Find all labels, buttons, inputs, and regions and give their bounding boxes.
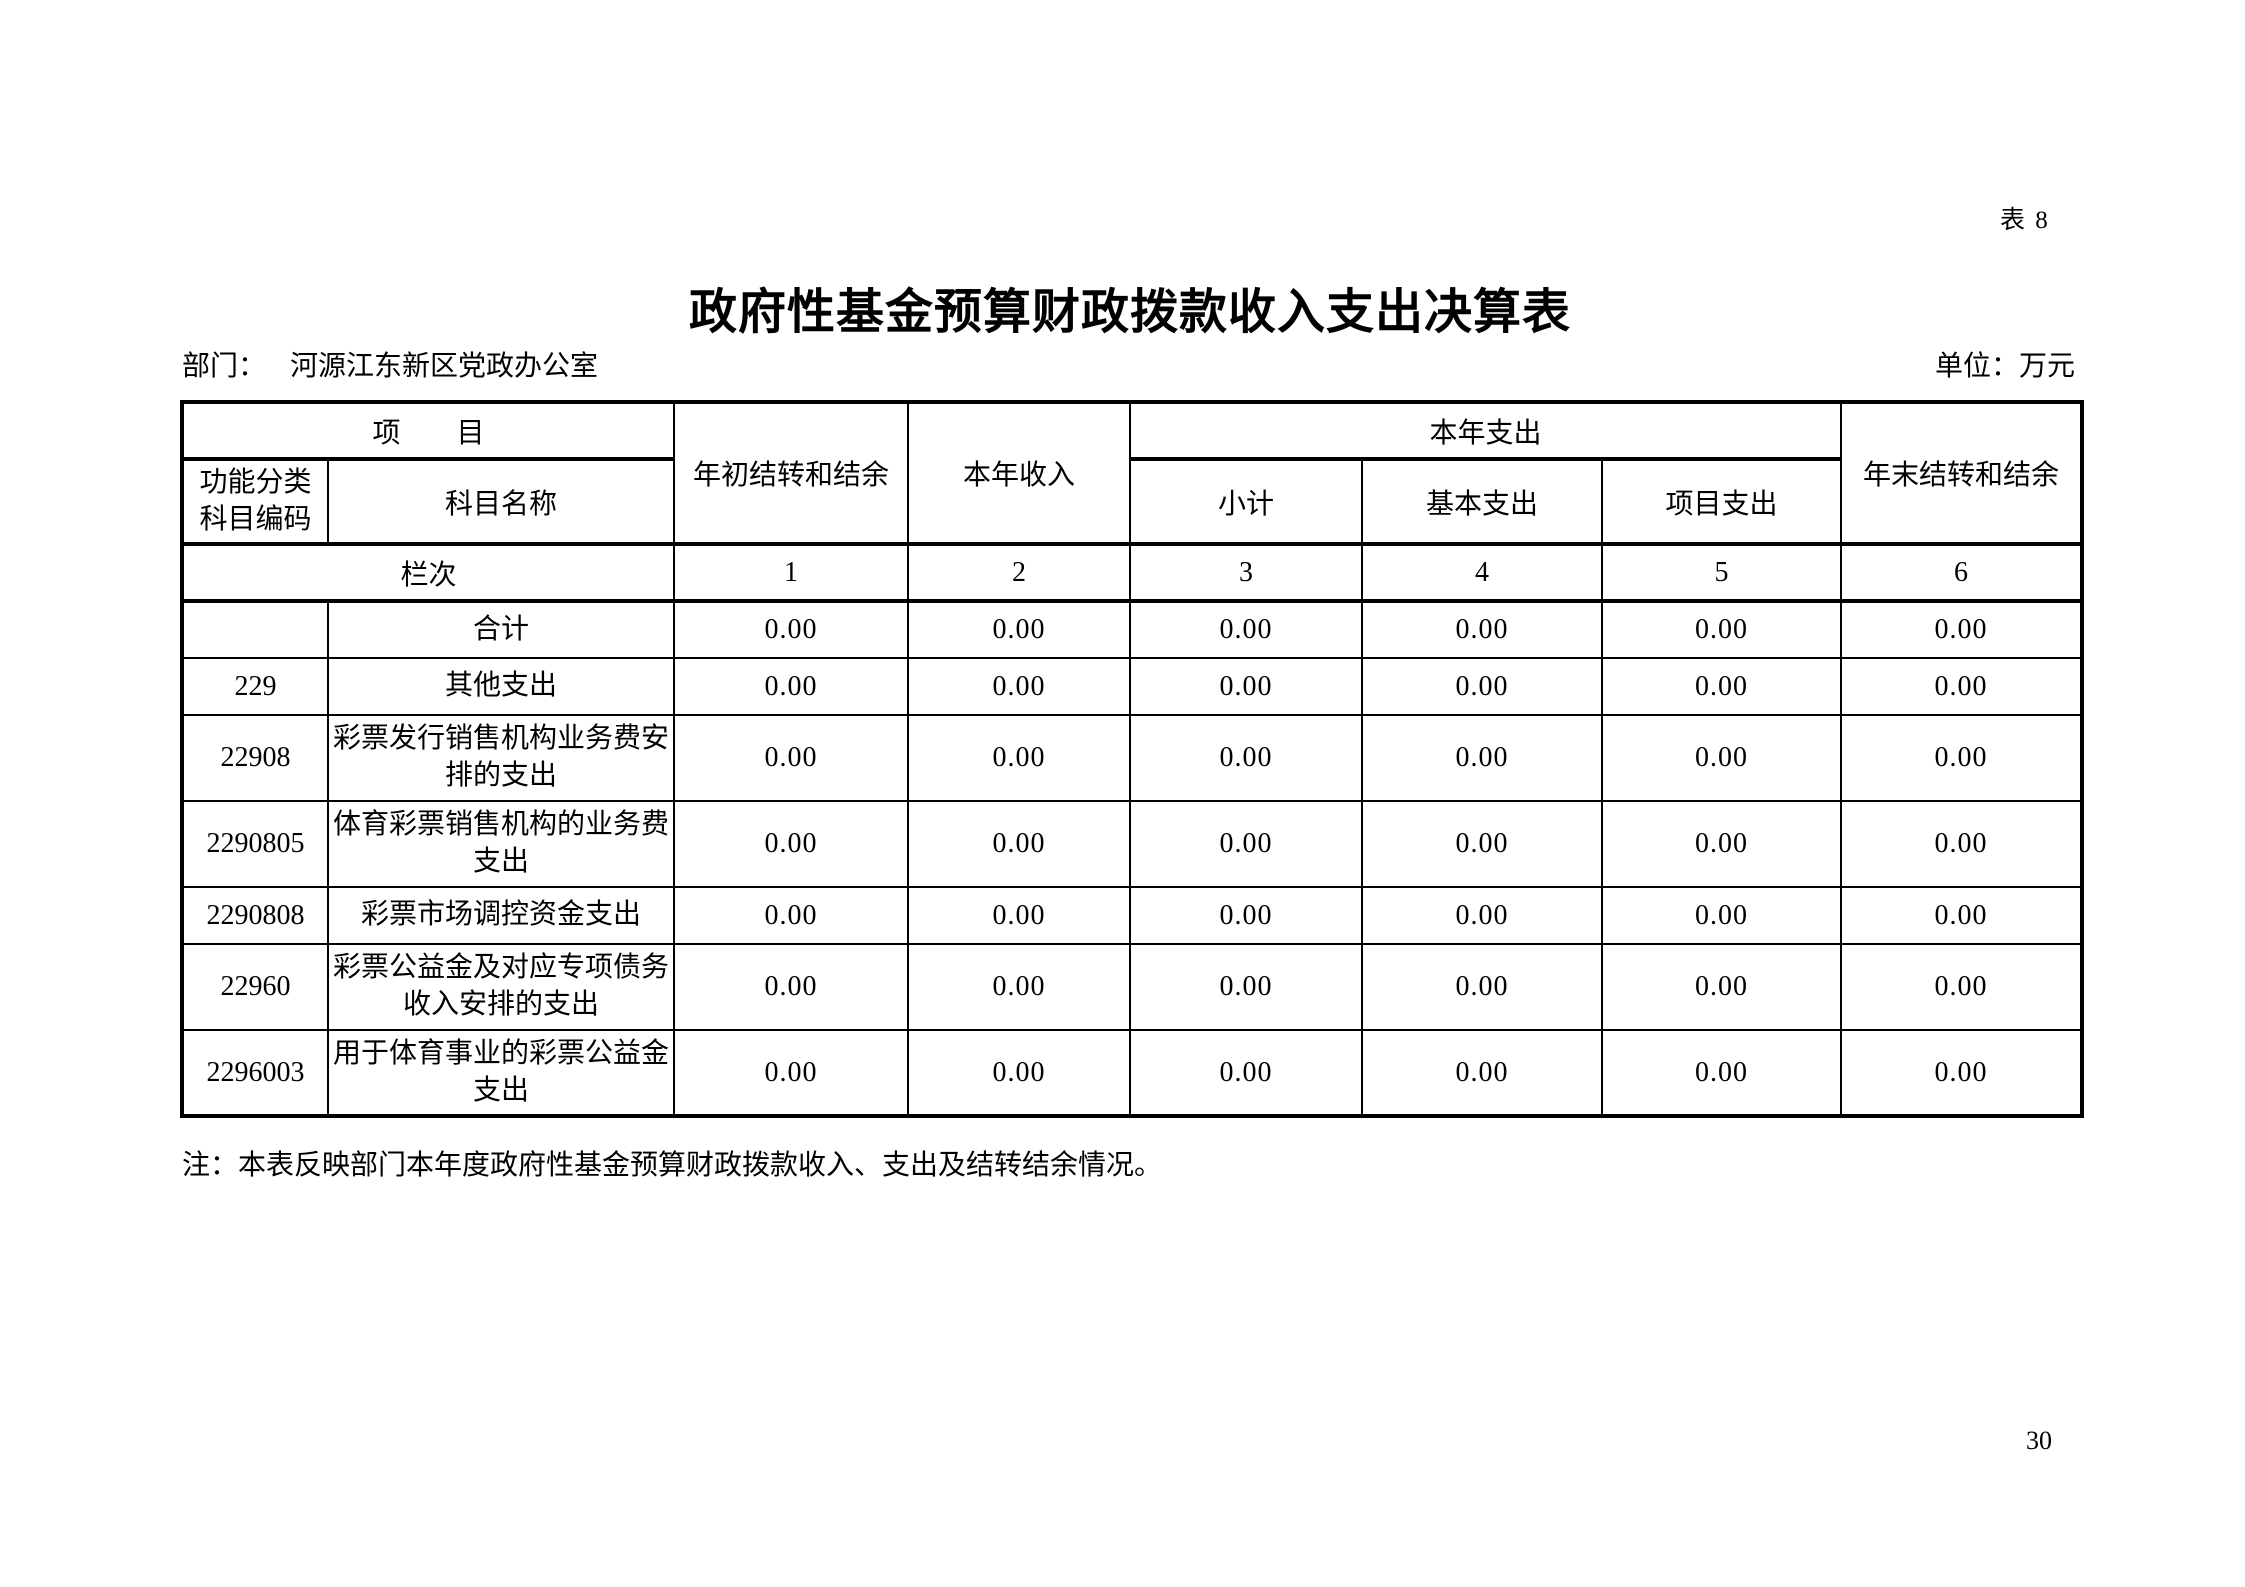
value-cell: 0.00 bbox=[673, 1029, 910, 1117]
header-subject-name: 科目名称 bbox=[326, 457, 676, 546]
value-cell: 0.00 bbox=[1129, 886, 1364, 945]
value-cell: 0.00 bbox=[1601, 657, 1843, 716]
value-cell: 0.00 bbox=[1361, 657, 1604, 716]
header-row-2: 功能分类 科目编码 科目名称 小计 基本支出 项目支出 bbox=[181, 457, 2082, 546]
header-column-row-label: 栏次 bbox=[180, 542, 676, 603]
header-code-label: 功能分类 科目编码 bbox=[181, 457, 329, 546]
value-cell: 0.00 bbox=[1840, 1029, 2084, 1117]
row-code-cell: 22960 bbox=[181, 943, 329, 1031]
value-cell: 0.00 bbox=[1361, 943, 1604, 1031]
header-basic-expenditure: 基本支出 bbox=[1361, 457, 1604, 546]
value-cell: 0.00 bbox=[673, 800, 910, 888]
row-name-cell: 彩票公益金及对应专项债务收入安排的支出 bbox=[326, 943, 676, 1031]
table-row: 2290808 彩票市场调控资金支出 0.00 0.00 0.00 0.00 0… bbox=[181, 886, 2084, 945]
header-current-income: 本年收入 bbox=[907, 400, 1132, 546]
row-code-cell: 2296003 bbox=[181, 1029, 329, 1117]
value-cell: 0.00 bbox=[673, 943, 910, 1031]
page-title: 政府性基金预算财政拨款收入支出决算表 bbox=[688, 286, 1571, 339]
value-cell: 0.00 bbox=[673, 600, 910, 659]
column-index-1: 1 bbox=[673, 542, 910, 603]
value-cell: 0.00 bbox=[673, 657, 910, 716]
column-index-3: 3 bbox=[1129, 542, 1364, 603]
table-number-label: 表 8 bbox=[2000, 207, 2050, 234]
value-cell: 0.00 bbox=[907, 800, 1132, 888]
row-code-cell: 229 bbox=[181, 657, 329, 716]
value-cell: 0.00 bbox=[1601, 1029, 1843, 1117]
unit-label: 单位：万元 bbox=[1934, 351, 2075, 382]
column-index-row: 栏次 1 2 3 4 5 6 bbox=[180, 542, 2084, 603]
row-name-cell: 其他支出 bbox=[326, 657, 676, 716]
page-number: 30 bbox=[2026, 1426, 2052, 1455]
column-index-2: 2 bbox=[907, 542, 1132, 603]
value-cell: 0.00 bbox=[1601, 886, 1843, 945]
footnote: 注：本表反映部门本年度政府性基金预算财政拨款收入、支出及结转结余情况。 bbox=[182, 1150, 1163, 1181]
header-opening-balance: 年初结转和结余 bbox=[673, 400, 910, 546]
value-cell: 0.00 bbox=[1601, 943, 1843, 1031]
header-subtotal: 小计 bbox=[1129, 457, 1364, 546]
value-cell: 0.00 bbox=[1840, 714, 2084, 802]
value-cell: 0.00 bbox=[1840, 657, 2084, 716]
row-name-cell: 用于体育事业的彩票公益金支出 bbox=[326, 1029, 676, 1117]
meta-row: 部门： 河源江东新区党政办公室 单位：万元 bbox=[182, 344, 2075, 384]
header-item-group: 项 目 bbox=[180, 400, 676, 461]
value-cell: 0.00 bbox=[907, 657, 1132, 716]
value-cell: 0.00 bbox=[907, 943, 1132, 1031]
value-cell: 0.00 bbox=[1840, 943, 2084, 1031]
value-cell: 0.00 bbox=[1129, 943, 1364, 1031]
department-line: 部门： 河源江东新区党政办公室 bbox=[182, 344, 598, 384]
budget-table: 项 目 年初结转和结余 本年收入 本年支出 年末结转和结余 功能分类 科目编码 … bbox=[180, 400, 2085, 1118]
row-code-cell: 2290805 bbox=[181, 800, 329, 888]
table-row: 2296003 用于体育事业的彩票公益金支出 0.00 0.00 0.00 0.… bbox=[181, 1029, 2084, 1117]
value-cell: 0.00 bbox=[673, 886, 910, 945]
value-cell: 0.00 bbox=[1361, 800, 1604, 888]
table-row: 22960 彩票公益金及对应专项债务收入安排的支出 0.00 0.00 0.00… bbox=[181, 943, 2084, 1031]
table-row: 229 其他支出 0.00 0.00 0.00 0.00 0.00 0.00 bbox=[181, 657, 2084, 716]
value-cell: 0.00 bbox=[1840, 886, 2084, 945]
value-cell: 0.00 bbox=[1129, 657, 1364, 716]
value-cell: 0.00 bbox=[907, 600, 1132, 659]
row-code-cell: 2290808 bbox=[181, 886, 329, 945]
table-row: 22908 彩票发行销售机构业务费安排的支出 0.00 0.00 0.00 0.… bbox=[181, 714, 2084, 802]
value-cell: 0.00 bbox=[907, 714, 1132, 802]
value-cell: 0.00 bbox=[1361, 714, 1604, 802]
column-index-5: 5 bbox=[1601, 542, 1843, 603]
value-cell: 0.00 bbox=[1361, 600, 1604, 659]
value-cell: 0.00 bbox=[673, 714, 910, 802]
value-cell: 0.00 bbox=[1129, 800, 1364, 888]
value-cell: 0.00 bbox=[1129, 1029, 1364, 1117]
column-index-6: 6 bbox=[1840, 542, 2084, 603]
column-index-4: 4 bbox=[1361, 542, 1604, 603]
row-name-cell: 体育彩票销售机构的业务费支出 bbox=[326, 800, 676, 888]
row-name-cell: 合计 bbox=[326, 600, 676, 659]
value-cell: 0.00 bbox=[1601, 600, 1843, 659]
department-value: 河源江东新区党政办公室 bbox=[290, 351, 599, 382]
header-row-1: 项 目 年初结转和结余 本年收入 本年支出 年末结转和结余 bbox=[180, 400, 2084, 546]
value-cell: 0.00 bbox=[1361, 886, 1604, 945]
value-cell: 0.00 bbox=[1361, 1029, 1604, 1117]
row-code-cell: 22908 bbox=[181, 714, 329, 802]
value-cell: 0.00 bbox=[1129, 714, 1364, 802]
table-row: 2290805 体育彩票销售机构的业务费支出 0.00 0.00 0.00 0.… bbox=[181, 800, 2084, 888]
value-cell: 0.00 bbox=[1840, 600, 2084, 659]
value-cell: 0.00 bbox=[907, 1029, 1132, 1117]
value-cell: 0.00 bbox=[1840, 800, 2084, 888]
table-row-total: 合计 0.00 0.00 0.00 0.00 0.00 0.00 bbox=[181, 600, 2084, 659]
row-name-cell: 彩票市场调控资金支出 bbox=[326, 886, 676, 945]
header-project-expenditure: 项目支出 bbox=[1601, 457, 1843, 546]
value-cell: 0.00 bbox=[1601, 714, 1843, 802]
department-label: 部门： bbox=[182, 351, 267, 382]
row-code-cell bbox=[181, 600, 329, 659]
header-closing-balance: 年末结转和结余 bbox=[1840, 400, 2084, 546]
value-cell: 0.00 bbox=[1601, 800, 1843, 888]
value-cell: 0.00 bbox=[907, 886, 1132, 945]
header-current-expenditure: 本年支出 bbox=[1129, 400, 1843, 461]
row-name-cell: 彩票发行销售机构业务费安排的支出 bbox=[326, 714, 676, 802]
value-cell: 0.00 bbox=[1129, 600, 1364, 659]
